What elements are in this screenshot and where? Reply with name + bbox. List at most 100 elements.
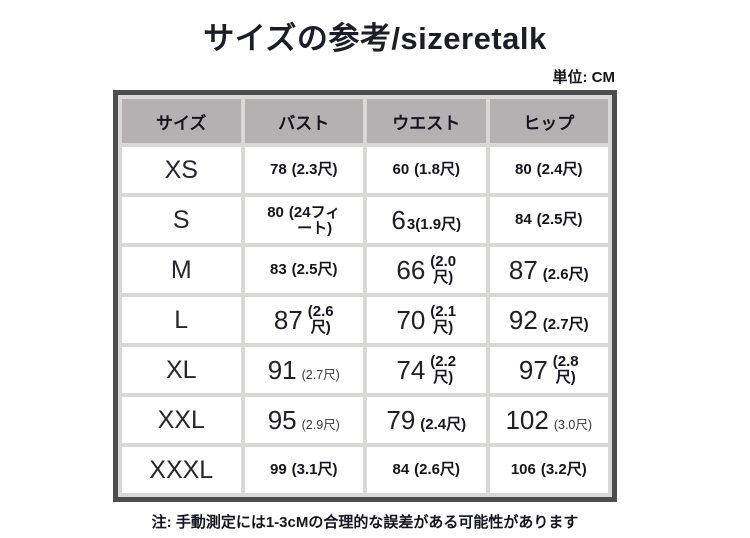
measurement-chi: (3.0尺) xyxy=(553,417,593,432)
measurement-cell: 102 (3.0尺) xyxy=(489,397,608,443)
table-row: S 80 (24フィ ート) 6 3(1.9尺) 84 (2.5尺) xyxy=(122,197,608,243)
measurement-cell: 80 (24フィ ート) xyxy=(244,197,363,243)
measurement-chi: (1.8尺) xyxy=(414,161,461,178)
measurement-cell: 78 (2.3尺) xyxy=(244,147,363,193)
measurement-cm: 74 xyxy=(396,354,426,385)
measurement-chi: (2.5尺) xyxy=(536,211,583,228)
measurement-chi: (2.1 尺) xyxy=(430,303,457,336)
measurement-cm: 92 xyxy=(508,304,538,335)
measurement-value: 84 (2.5尺) xyxy=(515,211,583,228)
measurement-cm: 66 xyxy=(396,254,426,285)
measurement-cell: 87 (2.6尺) xyxy=(489,247,608,293)
table-row: M 83 (2.5尺) 66 (2.0 尺) 87 (2.6尺) xyxy=(122,247,608,293)
measurement-value: 91 (2.7尺) xyxy=(268,355,340,386)
measurement-cell: 66 (2.0 尺) xyxy=(367,247,486,293)
table-row: XL 91 (2.7尺) 74 (2.2 尺) 97 (2.8 尺) xyxy=(122,347,608,393)
size-label-cell: XXL xyxy=(122,397,241,443)
column-header-size: サイズ xyxy=(122,99,241,143)
column-header-hip: ヒップ xyxy=(489,99,608,143)
measurement-value: 66 (2.0 尺) xyxy=(396,254,456,286)
measurement-chi: (2.8 尺) xyxy=(552,353,579,386)
header-row: サイズ バスト ウエスト ヒップ xyxy=(122,99,608,143)
table-row: XS 78 (2.3尺) 60 (1.8尺) 80 (2.4尺) xyxy=(122,147,608,193)
table-row: XXXL 99 (3.1尺) 84 (2.6尺) 106 (3.2尺) xyxy=(122,447,608,493)
measurement-cm: 102 xyxy=(505,404,549,435)
size-label-cell: L xyxy=(122,297,241,343)
measurement-value: 80 (24フィ ート) xyxy=(267,204,340,237)
measurement-value: 78 (2.3尺) xyxy=(270,161,338,178)
measurement-value: 84 (2.6尺) xyxy=(392,461,460,478)
measurement-cell: 84 (2.6尺) xyxy=(367,447,486,493)
measurement-cm: 97 xyxy=(518,354,548,385)
size-label-cell: XL xyxy=(122,347,241,393)
measurement-chi: (2.9尺) xyxy=(301,417,340,432)
measurement-cm: 87 xyxy=(273,304,303,335)
measurement-value: 99 (3.1尺) xyxy=(270,461,338,478)
measurement-value: 83 (2.5尺) xyxy=(270,261,338,278)
column-header-bust: バスト xyxy=(244,99,363,143)
measurement-cm: 60 xyxy=(392,161,410,178)
measurement-cm: 91 xyxy=(267,354,297,385)
measurement-chi: (2.0 尺) xyxy=(430,253,457,286)
measurement-value: 97 (2.8 尺) xyxy=(519,354,579,386)
measurement-cm: 99 xyxy=(269,461,287,478)
measurement-cm: 83 xyxy=(269,261,287,278)
size-table-header: サイズ バスト ウエスト ヒップ xyxy=(122,99,608,143)
measurement-chi: (2.4尺) xyxy=(536,161,583,178)
measurement-chi: (2.6 尺) xyxy=(307,303,334,336)
measurement-cell: 6 3(1.9尺) xyxy=(367,197,486,243)
measurement-cm: 106 xyxy=(510,461,536,478)
size-label-cell: XXXL xyxy=(122,447,241,493)
measurement-cell: 106 (3.2尺) xyxy=(489,447,608,493)
size-table-body: XS 78 (2.3尺) 60 (1.8尺) 80 (2.4尺) S 80 (24フィ ート) 6 3… xyxy=(122,147,608,493)
measurement-value: 80 (2.4尺) xyxy=(515,161,583,178)
measurement-value: 95 (2.9尺) xyxy=(268,405,340,436)
measurement-chi: (2.2 尺) xyxy=(430,353,457,386)
table-row: L 87 (2.6 尺) 70 (2.1 尺) 92 (2.7尺) xyxy=(122,297,608,343)
measurement-chi: (2.6尺) xyxy=(542,265,589,283)
measurement-value: 102 (3.0尺) xyxy=(505,405,592,436)
measurement-value: 60 (1.8尺) xyxy=(392,161,460,178)
measurement-chi: (24フィ ート) xyxy=(288,203,341,237)
size-label-cell: XS xyxy=(122,147,241,193)
measurement-chi: (2.3尺) xyxy=(291,161,338,178)
measurement-cm: 87 xyxy=(508,254,538,285)
table-row: XXL 95 (2.9尺) 79 (2.4尺) 102 (3.0尺) xyxy=(122,397,608,443)
unit-label: 単位: CM xyxy=(552,69,616,86)
measurement-cm: 84 xyxy=(392,461,410,478)
column-header-waist: ウエスト xyxy=(367,99,486,143)
measurement-cm: 79 xyxy=(386,404,416,435)
measurement-value: 92 (2.7尺) xyxy=(509,305,589,336)
measurement-cm: 6 xyxy=(391,204,406,235)
measurement-value: 106 (3.2尺) xyxy=(511,461,587,478)
measurement-cell: 99 (3.1尺) xyxy=(244,447,363,493)
measurement-value: 6 3(1.9尺) xyxy=(391,205,461,236)
size-table: サイズ バスト ウエスト ヒップ XS 78 (2.3尺) 60 (1.8尺) 80 (2.… xyxy=(113,90,617,502)
size-label-cell: S xyxy=(122,197,241,243)
measurement-cm: 80 xyxy=(514,161,532,178)
measurement-cell: 97 (2.8 尺) xyxy=(489,347,608,393)
measurement-cell: 83 (2.5尺) xyxy=(244,247,363,293)
measurement-chi: (2.7尺) xyxy=(301,367,340,382)
measurement-value: 79 (2.4尺) xyxy=(386,405,466,436)
measurement-chi: (2.7尺) xyxy=(542,315,589,333)
measurement-chi: (2.5尺) xyxy=(291,261,338,278)
measurement-value: 70 (2.1 尺) xyxy=(396,304,456,336)
measurement-cell: 80 (2.4尺) xyxy=(489,147,608,193)
measurement-chi: (3.2尺) xyxy=(540,461,587,478)
measurement-cell: 84 (2.5尺) xyxy=(489,197,608,243)
measurement-value: 87 (2.6 尺) xyxy=(274,304,334,336)
measurement-cell: 79 (2.4尺) xyxy=(367,397,486,443)
measurement-cell: 92 (2.7尺) xyxy=(489,297,608,343)
measurement-value: 74 (2.2 尺) xyxy=(396,354,456,386)
measurement-value: 87 (2.6尺) xyxy=(509,255,589,286)
measurement-cell: 70 (2.1 尺) xyxy=(367,297,486,343)
measurement-cell: 87 (2.6 尺) xyxy=(244,297,363,343)
measurement-cm: 78 xyxy=(269,161,287,178)
page-title: サイズの参考/sizeretalk xyxy=(203,21,547,56)
measurement-chi: (3.1尺) xyxy=(291,461,338,478)
measurement-cm: 70 xyxy=(396,304,426,335)
measurement-cell: 95 (2.9尺) xyxy=(244,397,363,443)
measurement-cm: 80 xyxy=(267,203,284,221)
measurement-chi: (2.6尺) xyxy=(414,461,461,478)
